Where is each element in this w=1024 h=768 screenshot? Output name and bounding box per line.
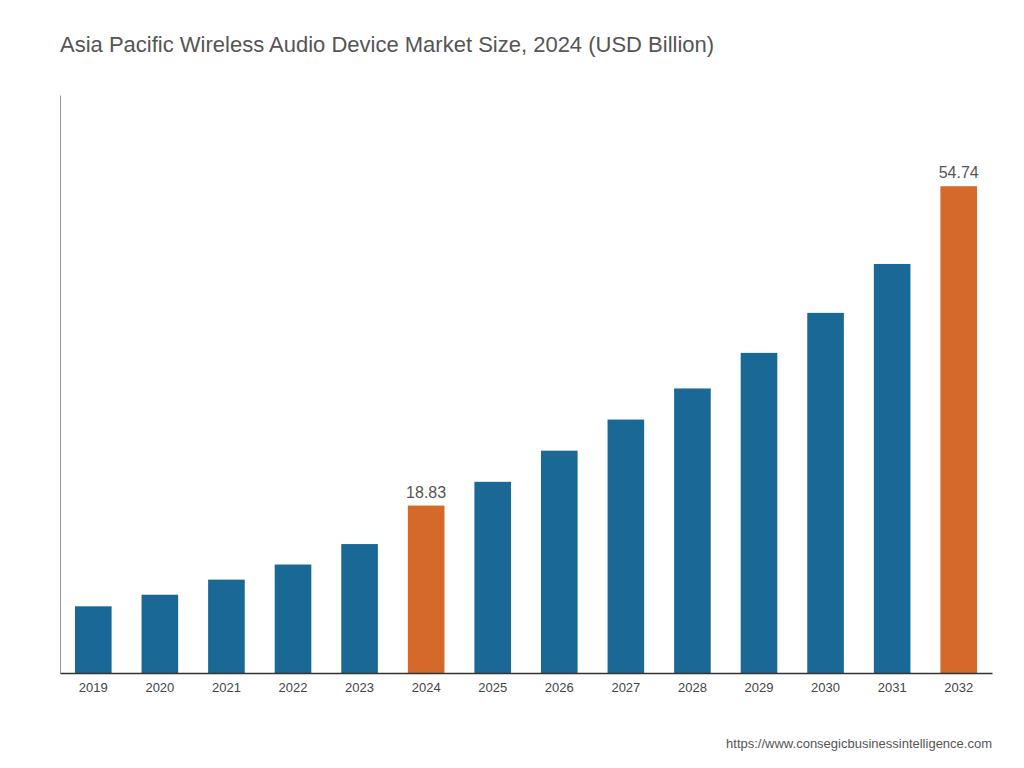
bar xyxy=(674,388,711,673)
y-axis-line xyxy=(60,96,61,674)
x-tick: 2029 xyxy=(745,673,774,695)
bar xyxy=(940,186,977,673)
x-tick: 2019 xyxy=(79,673,108,695)
bar xyxy=(474,482,511,673)
x-tick-label: 2026 xyxy=(545,680,574,695)
bar xyxy=(541,451,578,673)
annotation: 54.74 xyxy=(939,164,979,181)
annotations: 18.83 54.74 xyxy=(406,164,979,500)
x-tick-label: 2020 xyxy=(145,680,174,695)
chart: Asia Pacific Wireless Audio Device Marke… xyxy=(0,0,1024,768)
x-tick: 2021 xyxy=(212,673,241,695)
bar xyxy=(142,595,179,673)
bar xyxy=(75,606,112,673)
x-tick-label: 2023 xyxy=(345,680,374,695)
x-tick-label: 2027 xyxy=(611,680,640,695)
x-tick: 2023 xyxy=(345,673,374,695)
bar xyxy=(341,544,378,673)
annotation: 18.83 xyxy=(406,484,446,501)
x-tick: 2022 xyxy=(279,673,308,695)
x-tick-label: 2024 xyxy=(412,680,441,695)
bar xyxy=(275,565,312,673)
bar xyxy=(874,264,911,673)
x-tick: 2024 xyxy=(412,673,441,695)
x-tick-label: 2021 xyxy=(212,680,241,695)
x-axis-line xyxy=(61,673,993,675)
bars xyxy=(75,186,977,673)
bar xyxy=(741,353,778,673)
x-tick: 2026 xyxy=(545,673,574,695)
x-tick-label: 2031 xyxy=(878,680,907,695)
x-tick-label: 2019 xyxy=(79,680,108,695)
y-axis xyxy=(60,96,61,674)
x-tick: 2032 xyxy=(944,673,973,695)
x-axis: 2019 2020 2021 2022 2023 2024 2025 2026 2027 2028… xyxy=(61,673,993,695)
x-tick-label: 2025 xyxy=(478,680,507,695)
x-tick-label: 2028 xyxy=(678,680,707,695)
x-tick: 2030 xyxy=(811,673,840,695)
x-tick-label: 2030 xyxy=(811,680,840,695)
x-tick-label: 2029 xyxy=(745,680,774,695)
bar xyxy=(807,313,844,673)
bar xyxy=(608,420,645,673)
bar xyxy=(408,506,445,673)
source: https://www.consegicbusinessintelligence… xyxy=(726,736,992,751)
x-tick: 2031 xyxy=(878,673,907,695)
x-tick-label: 2032 xyxy=(944,680,973,695)
title: Asia Pacific Wireless Audio Device Marke… xyxy=(60,32,714,57)
plot: 2019 2020 2021 2022 2023 2024 2025 2026 2027 2028… xyxy=(61,96,993,696)
x-tick: 2025 xyxy=(478,673,507,695)
bar xyxy=(208,580,245,673)
x-tick: 2020 xyxy=(145,673,174,695)
x-tick-label: 2022 xyxy=(279,680,308,695)
x-tick: 2027 xyxy=(611,673,640,695)
x-tick: 2028 xyxy=(678,673,707,695)
